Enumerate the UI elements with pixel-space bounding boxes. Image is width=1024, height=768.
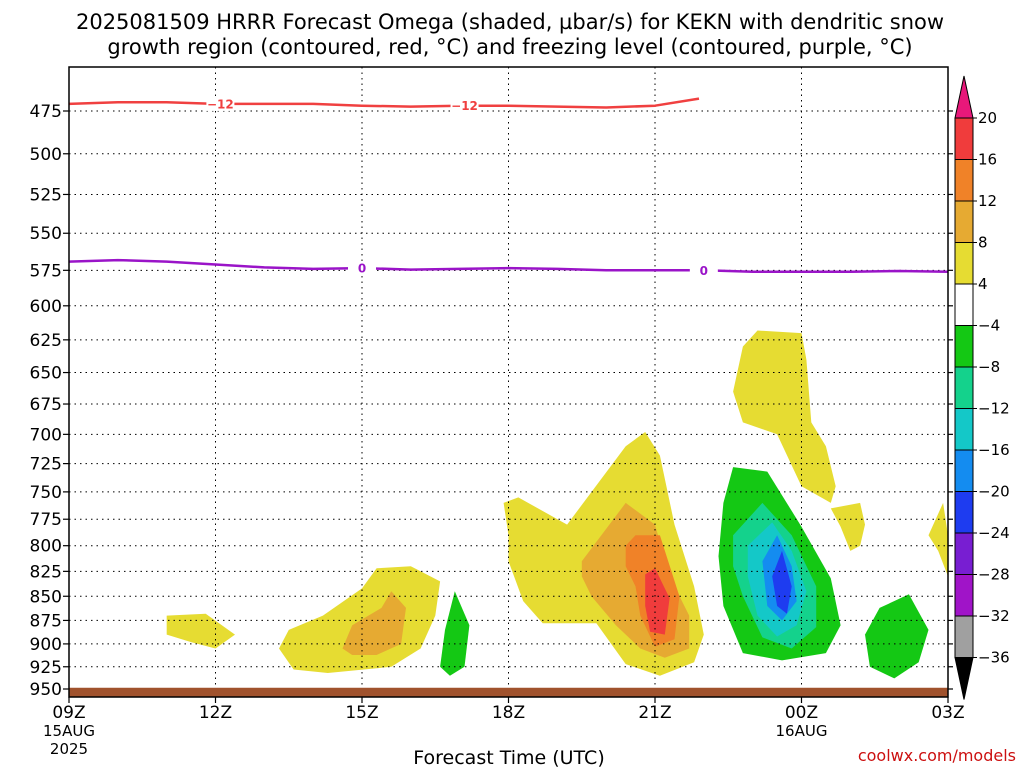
colorbar-label: 16 [978,151,997,169]
colorbar-swatch-top [954,75,974,119]
contour-line-0 [69,258,948,274]
x-axis-title: Forecast Time (UTC) [413,747,604,768]
x-tick-year-label: 2025 [50,740,88,758]
colorbar-label: 8 [978,234,988,252]
colorbar-swatch-bottom [954,657,974,700]
y-tick-label: 750 [30,483,62,503]
colorbar-label: −28 [978,566,1010,584]
y-tick-label: 725 [30,455,62,475]
y-tick-label: 800 [30,537,62,557]
omega-region [645,568,670,635]
y-tick-label: 500 [30,145,62,165]
colorbar-label: −4 [978,317,1000,335]
colorbar-swatch [954,532,974,575]
colorbar-swatch [954,200,974,243]
colorbar-label: −12 [978,400,1010,418]
omega-region [733,330,836,503]
chart-title-line1: 2025081509 HRRR Forecast Omega (shaded, … [76,10,944,34]
x-tick-date-label: 16AUG [776,722,828,740]
y-tick-label: 475 [30,102,62,122]
colorbar-label: −36 [978,649,1010,667]
y-tick-label: 900 [30,635,62,655]
colorbar-swatch [954,325,974,368]
y-tick-label: 700 [30,425,62,445]
contour-label-bg [689,263,718,278]
chart-title-line2: growth region (contoured, red, °C) and f… [107,35,912,59]
omega-region [772,550,792,614]
colorbar-swatch [954,574,974,617]
colorbar-label: 12 [978,192,997,210]
y-tick-label: 525 [30,185,62,205]
colorbar-swatch [954,408,974,451]
colorbar-label: −32 [978,607,1010,625]
colorbar-label: −16 [978,441,1010,459]
contour-line--12 [69,97,700,109]
omega-region [342,591,406,655]
contour-label-bg [348,261,376,276]
omega-region [440,591,470,676]
omega-region [865,594,929,679]
y-tick-label: 850 [30,587,62,607]
contour-label: −12 [451,99,478,113]
y-tick-label: 575 [30,261,62,281]
y-tick-label: 775 [30,510,62,530]
omega-region [166,613,235,649]
x-tick-label: 21Z [638,703,671,723]
contour-label: −12 [207,97,234,111]
contour-label-bg [450,98,479,113]
y-tick-label: 825 [30,562,62,582]
y-tick-label: 550 [30,224,62,244]
y-tick-label: 625 [30,331,62,351]
y-tick-label: 875 [30,611,62,631]
x-tick-label: 18Z [492,703,525,723]
credit-text[interactable]: coolwx.com/models [858,746,1016,765]
x-tick-label: 09Z [52,703,85,723]
y-tick-label: 925 [30,658,62,678]
x-tick-label: 00Z [785,703,818,723]
contour-label: 0 [700,264,708,278]
y-tick-label: 600 [30,297,62,317]
contour-label: 0 [358,262,366,276]
colorbar-swatch [954,449,974,492]
x-tick-label: 12Z [199,703,232,723]
omega-region [830,502,865,551]
colorbar-swatch [954,117,974,160]
ground-surface [69,687,948,697]
omega-region [279,566,441,673]
colorbar-label: 4 [978,275,988,293]
y-tick-label: 950 [30,680,62,700]
contour-label-bg [206,96,235,111]
colorbar-swatch [954,615,974,658]
x-tick-date-label: 15AUG [43,722,95,740]
colorbar-swatch [954,366,974,409]
omega-region [928,502,948,577]
colorbar-swatch [954,159,974,202]
x-tick-label: 15Z [345,703,378,723]
colorbar-label: 20 [978,109,997,127]
y-tick-label: 650 [30,364,62,384]
y-tick-label: 675 [30,395,62,415]
colorbar-label: −24 [978,524,1010,542]
colorbar-swatch [954,491,974,534]
colorbar-label: −20 [978,483,1010,501]
colorbar-swatch [954,242,974,285]
x-tick-label: 03Z [931,703,964,723]
colorbar-label: −8 [978,358,1000,376]
colorbar-swatch [954,283,974,326]
